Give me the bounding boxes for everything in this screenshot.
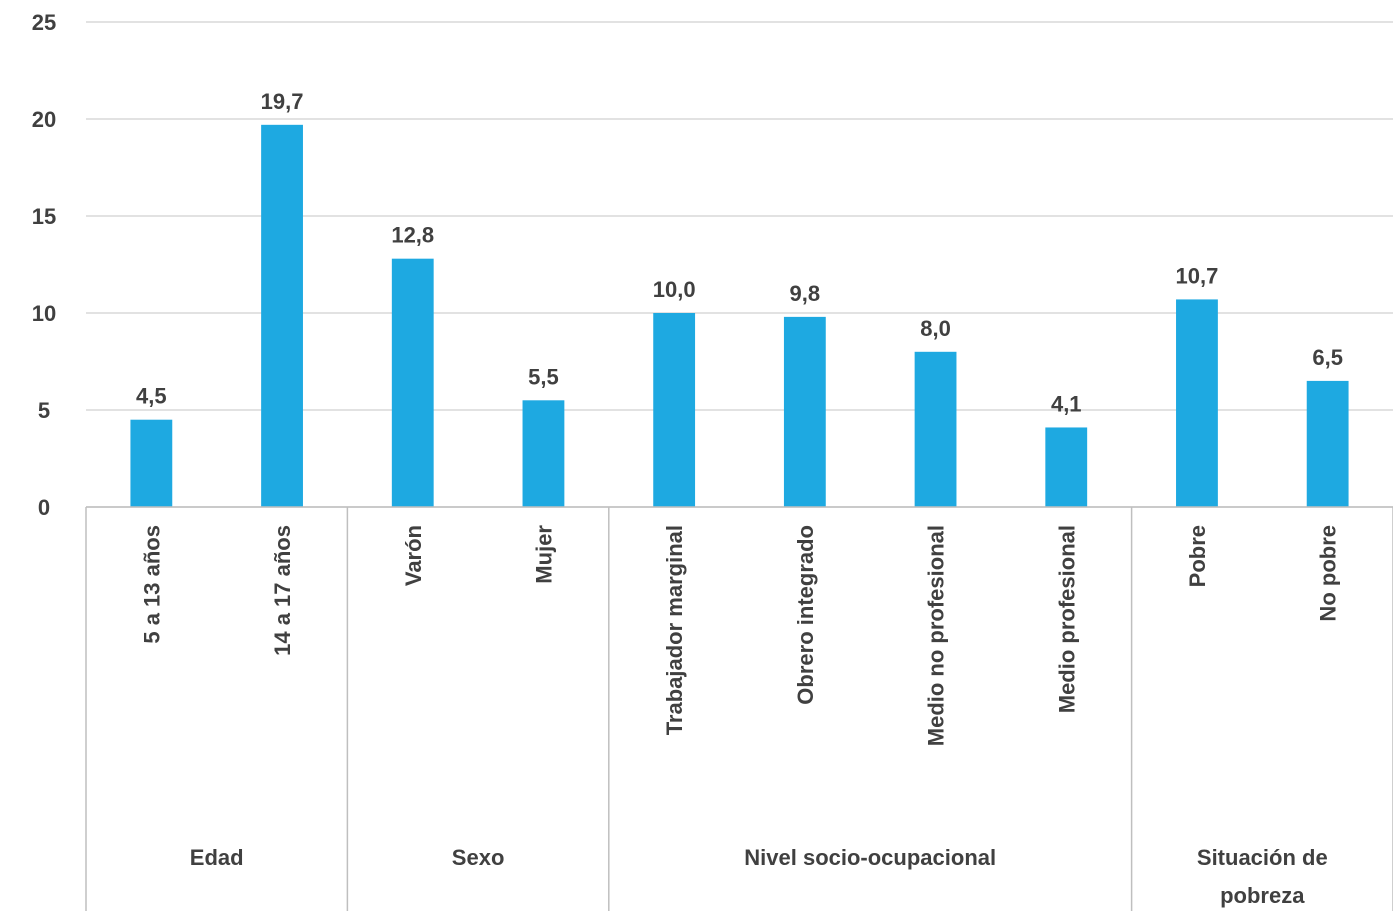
bar <box>130 419 173 507</box>
bars <box>130 124 1349 507</box>
bar <box>653 313 696 507</box>
data-label: 10,7 <box>1176 263 1219 288</box>
y-tick-label: 0 <box>38 495 50 520</box>
x-axis: 5 a 13 años 14 a 17 años Varón Mujer Trabaja… <box>85 506 1393 911</box>
bar <box>914 351 957 507</box>
category-label: Obrero integrado <box>793 525 818 705</box>
data-label: 4,1 <box>1051 391 1082 416</box>
data-label: 6,5 <box>1312 345 1343 370</box>
data-label: 12,8 <box>391 223 434 248</box>
y-tick-label: 25 <box>32 10 56 35</box>
y-tick-label: 20 <box>32 107 56 132</box>
category-label: Varón <box>401 525 426 586</box>
data-label: 10,0 <box>653 277 696 302</box>
y-tick-label: 10 <box>32 301 56 326</box>
y-tick-label: 5 <box>38 398 50 423</box>
category-label: 5 a 13 años <box>139 525 164 644</box>
bar <box>391 258 434 507</box>
category-label: No pobre <box>1316 525 1341 622</box>
bar <box>1045 427 1088 507</box>
group-label: Nivel socio-ocupacional <box>744 845 996 870</box>
category-label: Trabajador marginal <box>662 525 687 735</box>
bar <box>261 124 303 507</box>
category-label: Medio no profesional <box>924 525 949 746</box>
bar <box>1306 380 1349 507</box>
group-label: pobreza <box>1220 883 1305 908</box>
group-label: Edad <box>190 845 244 870</box>
data-label: 8,0 <box>920 316 951 341</box>
data-label: 5,5 <box>528 364 559 389</box>
y-axis: 0 5 10 15 20 25 <box>32 10 56 520</box>
y-tick-label: 15 <box>32 204 56 229</box>
category-label: Mujer <box>531 525 556 584</box>
group-label: Situación de <box>1197 845 1328 870</box>
data-label: 4,5 <box>136 384 167 409</box>
data-label: 19,7 <box>261 89 304 114</box>
category-label: 14 a 17 años <box>270 525 295 656</box>
category-label: Pobre <box>1185 525 1210 587</box>
bar <box>783 316 826 507</box>
bar <box>522 400 565 507</box>
data-labels: 4,5 19,7 12,8 5,5 10,0 9,8 8,0 4,1 10,7 6,5 <box>136 89 1343 417</box>
bar <box>1176 299 1218 507</box>
group-label: Sexo <box>452 845 505 870</box>
data-label: 9,8 <box>790 281 821 306</box>
category-label: Medio profesional <box>1054 525 1079 713</box>
